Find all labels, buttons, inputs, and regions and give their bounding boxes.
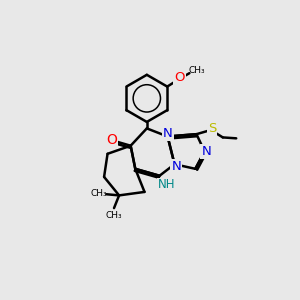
Text: NH: NH — [158, 178, 175, 191]
Text: O: O — [106, 134, 117, 147]
Text: N: N — [172, 160, 181, 173]
Text: N: N — [163, 127, 172, 140]
Text: S: S — [208, 122, 216, 135]
Text: N: N — [202, 145, 211, 158]
Text: CH₃: CH₃ — [106, 211, 122, 220]
Text: O: O — [174, 71, 185, 84]
Text: CH₃: CH₃ — [91, 189, 107, 198]
Text: CH₃: CH₃ — [188, 66, 205, 75]
